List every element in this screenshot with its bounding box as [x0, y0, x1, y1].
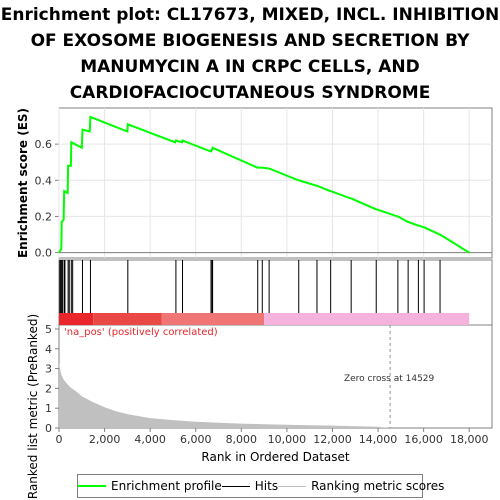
es-panel-frame: [58, 107, 493, 259]
legend-label-ranking: Ranking metric scores: [311, 479, 445, 493]
ranking-y-tick-label: 3: [45, 363, 52, 376]
title-line-1: Enrichment plot: CL17673, MIXED, INCL. I…: [0, 5, 500, 25]
x-axis-label: Rank in Ordered Dataset: [201, 450, 349, 464]
es-y-tick-label: 0.2: [35, 210, 53, 223]
x-tick-label: 16,000: [404, 433, 443, 446]
pos-correlation-label: 'na_pos' (positively correlated): [64, 327, 218, 338]
enrichment-profile-line: [58, 115, 470, 254]
legend-swatch-hits: [221, 485, 250, 487]
x-tick-label: 6,000: [180, 433, 212, 446]
heatbar-positive: [93, 313, 162, 325]
legend-swatch-ranking: [278, 485, 307, 487]
legend: Enrichment profile Hits Ranking metric s…: [77, 474, 444, 498]
es-y-axis-label: Enrichment score (ES): [16, 108, 30, 258]
legend-item-hits: Hits: [221, 479, 279, 493]
legend-label-profile: Enrichment profile: [111, 479, 222, 493]
x-tick-label: 14,000: [359, 433, 398, 446]
ranking-y-tick-label: 0: [45, 422, 52, 435]
ranking-y-tick-label: 2: [45, 382, 52, 395]
ranking-panel-frame: [58, 324, 493, 429]
x-tick-label: 8,000: [226, 433, 258, 446]
x-tick-label: 2,000: [89, 433, 121, 446]
x-tick-label: 0: [56, 433, 63, 446]
ranking-y-axis-label: Ranked list metric (PreRanked): [26, 314, 40, 499]
es-y-tick-label: 0.6: [35, 138, 53, 151]
legend-label-hits: Hits: [254, 479, 279, 493]
zero-cross-label: Zero cross at 14529: [344, 374, 435, 384]
chart-title: Enrichment plot: CL17673, MIXED, INCL. I…: [0, 2, 500, 106]
heatbar-mid: [161, 313, 265, 325]
heatbar-low: [264, 313, 470, 325]
title-line-3: MANUMYCIN A IN CRPC CELLS, AND: [80, 57, 420, 77]
x-tick-label: 18,000: [450, 433, 489, 446]
es-y-tick-label: 0.4: [35, 174, 53, 187]
x-tick-label: 10,000: [268, 433, 307, 446]
ranking-y-tick-label: 1: [45, 402, 52, 415]
x-tick-label: 12,000: [313, 433, 352, 446]
ranking-y-tick-label: 4: [45, 343, 52, 356]
legend-item-ranking: Ranking metric scores: [278, 479, 444, 493]
title-line-4: CARDIOFACIOCUTANEOUS SYNDROME: [69, 83, 431, 103]
es-y-tick-label: 0.0: [35, 247, 53, 260]
legend-swatch-profile: [78, 485, 106, 487]
legend-item-profile: Enrichment profile: [78, 479, 222, 493]
ranking-metric-area: [59, 362, 470, 428]
x-tick-label: 4,000: [134, 433, 166, 446]
title-line-2: OF EXOSOME BIOGENESIS AND SECRETION BY: [30, 31, 470, 51]
heatbar-strong-positive: [59, 313, 94, 325]
ranking-y-tick-label: 5: [45, 323, 52, 336]
